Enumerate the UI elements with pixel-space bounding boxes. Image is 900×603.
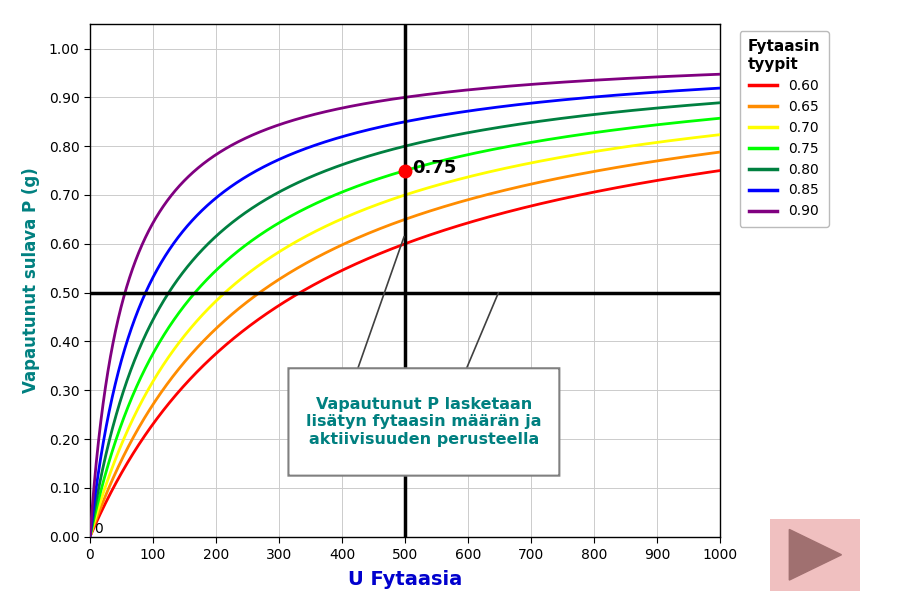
Polygon shape bbox=[789, 529, 842, 580]
Text: 0.75: 0.75 bbox=[412, 159, 457, 177]
Text: Vapautunut P lasketaan
lisätyn fytaasin määrän ja
aktiivisuuden perusteella: Vapautunut P lasketaan lisätyn fytaasin … bbox=[306, 397, 542, 447]
Text: 0: 0 bbox=[94, 522, 104, 535]
X-axis label: U Fytaasia: U Fytaasia bbox=[348, 570, 462, 589]
Y-axis label: Vapautunut sulava P (g): Vapautunut sulava P (g) bbox=[22, 168, 40, 393]
FancyBboxPatch shape bbox=[288, 368, 560, 476]
Legend: 0.60, 0.65, 0.70, 0.75, 0.80, 0.85, 0.90: 0.60, 0.65, 0.70, 0.75, 0.80, 0.85, 0.90 bbox=[740, 31, 829, 227]
